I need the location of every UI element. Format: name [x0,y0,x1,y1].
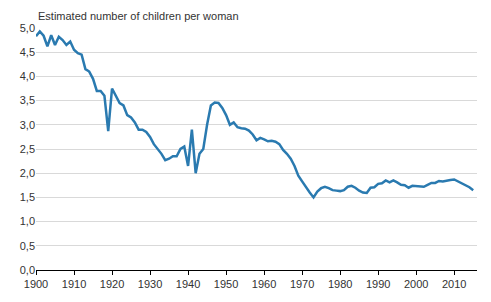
svg-text:3,5: 3,5 [20,94,35,106]
svg-text:1960: 1960 [252,278,276,290]
svg-text:1980: 1980 [328,278,352,290]
svg-text:1970: 1970 [290,278,314,290]
svg-text:2,5: 2,5 [20,143,35,155]
svg-text:1,5: 1,5 [20,191,35,203]
svg-text:1920: 1920 [100,278,124,290]
svg-text:5,0: 5,0 [20,22,35,34]
svg-text:1,0: 1,0 [20,215,35,227]
svg-text:1990: 1990 [366,278,390,290]
svg-text:2010: 2010 [442,278,466,290]
svg-text:1940: 1940 [176,278,200,290]
svg-text:Estimated number of children p: Estimated number of children per woman [38,10,239,22]
svg-text:4,5: 4,5 [20,46,35,58]
svg-text:2,0: 2,0 [20,167,35,179]
svg-text:1900: 1900 [24,278,48,290]
svg-text:0,5: 0,5 [20,240,35,252]
svg-text:1930: 1930 [138,278,162,290]
svg-text:2000: 2000 [404,278,428,290]
svg-text:1910: 1910 [62,278,86,290]
svg-text:0,0: 0,0 [20,264,35,276]
svg-text:1950: 1950 [214,278,238,290]
svg-text:4,0: 4,0 [20,70,35,82]
svg-text:3,0: 3,0 [20,119,35,131]
